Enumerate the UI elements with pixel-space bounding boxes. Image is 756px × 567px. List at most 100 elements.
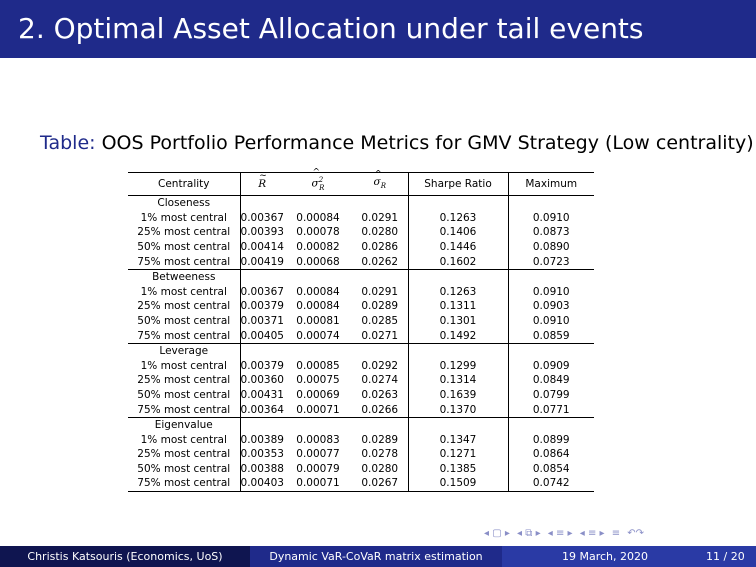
sigma-hat: ^ bbox=[374, 169, 383, 180]
table-cell: 0.00084 bbox=[296, 285, 340, 298]
beamer-navigation[interactable]: ◂ ▢ ▸ ◂ ⧉ ▸ ◂ ≡ ▸ ◂ ≡ ▸ ≡ ↶↷ bbox=[484, 528, 648, 542]
table-cell: 0.0267 bbox=[352, 476, 409, 492]
table-row: 25% most central 0.00393 0.00078 0.0280 0.14… bbox=[128, 225, 594, 240]
table-cell: 0.1301 bbox=[408, 313, 509, 329]
group-name: Leverage bbox=[128, 343, 241, 359]
table-cell: 0.0910 bbox=[532, 211, 570, 224]
table-cell: 0.0285 bbox=[352, 313, 409, 329]
table-cell: 0.1509 bbox=[408, 476, 509, 492]
table-cell-empty bbox=[508, 418, 594, 433]
sigma-sub: R bbox=[380, 181, 386, 190]
table-row: 1% most central 0.00379 0.00085 0.0292 0.129… bbox=[128, 358, 594, 374]
table-cell: 0.00084 bbox=[296, 300, 340, 313]
nav-menu-icon[interactable]: ≡ bbox=[611, 528, 621, 539]
table-cell: 75% most central bbox=[128, 402, 241, 418]
table-cell: 0.00367 bbox=[240, 211, 284, 224]
table-cell: 0.00379 bbox=[240, 300, 284, 313]
table-cell: 0.0890 bbox=[532, 240, 570, 253]
table-cell: 0.0854 bbox=[532, 462, 570, 475]
table-cell: 0.00084 bbox=[296, 211, 340, 224]
table-cell: 0.00074 bbox=[296, 329, 340, 342]
table-cell: 0.00082 bbox=[296, 240, 340, 253]
table-cell-empty bbox=[408, 269, 509, 285]
nav-subsection-icon[interactable]: ◂ ⧉ ▸ bbox=[517, 528, 541, 539]
footer-page-number: 11 / 20 bbox=[706, 550, 745, 563]
table-cell: 0.00367 bbox=[240, 285, 284, 298]
table-row: 75% most central 0.00419 0.00068 0.0262 0.16… bbox=[128, 254, 594, 270]
nav-section-icon[interactable]: ◂ ≡ ▸ bbox=[547, 528, 573, 539]
header-r-bar: ~ R bbox=[240, 171, 284, 197]
table-cell: 0.0873 bbox=[532, 226, 570, 239]
table-cell: 0.1639 bbox=[408, 387, 509, 403]
table-cell: 0.00388 bbox=[240, 462, 284, 475]
table-cell: 0.0278 bbox=[352, 447, 409, 462]
table-cell: 0.00405 bbox=[240, 329, 284, 342]
group-name-row: Betweeness bbox=[128, 269, 594, 285]
table-cell: 0.0286 bbox=[352, 239, 409, 255]
table-cell-empty bbox=[284, 344, 352, 359]
performance-table-wrapper: Centrality ~ R ^ σ2R ^ σR Sharpe Ratio Maxi… bbox=[128, 168, 594, 492]
table-cell: 0.0771 bbox=[532, 403, 570, 416]
table-cell: 0.1370 bbox=[408, 402, 509, 418]
table-cell-empty bbox=[240, 418, 284, 433]
table-cell: 75% most central bbox=[128, 328, 241, 344]
table-cell: 0.1406 bbox=[408, 225, 509, 240]
table-cell: 0.0864 bbox=[532, 448, 570, 461]
table-cell: 0.00371 bbox=[240, 314, 284, 327]
table-row: 1% most central 0.00367 0.00084 0.0291 0.126… bbox=[128, 210, 594, 226]
table-cell-empty bbox=[508, 196, 594, 211]
table-cell: 0.00419 bbox=[240, 255, 284, 268]
table-cell: 0.00069 bbox=[296, 388, 340, 401]
table-cell: 50% most central bbox=[128, 387, 241, 403]
table-group: Closeness 1% most central 0.00367 0.00084 0.… bbox=[128, 195, 594, 270]
table-cell: 0.1271 bbox=[408, 447, 509, 462]
table-cell: 0.00364 bbox=[240, 403, 284, 416]
table-row: 1% most central 0.00367 0.00084 0.0291 0.126… bbox=[128, 284, 594, 300]
sigma2-sup: 2 bbox=[318, 176, 324, 184]
table-cell-empty bbox=[284, 196, 352, 211]
table-cell: 0.1314 bbox=[408, 373, 509, 388]
table-cell: 0.00360 bbox=[240, 374, 284, 387]
group-name-row: Leverage bbox=[128, 343, 594, 359]
table-cell-empty bbox=[240, 270, 284, 285]
sigma2-hat: ^ bbox=[312, 168, 321, 178]
table-cell-empty bbox=[284, 270, 352, 285]
table-row: 75% most central 0.00405 0.00074 0.0271 0.14… bbox=[128, 328, 594, 344]
table-row: 50% most central 0.00371 0.00081 0.0285 0.13… bbox=[128, 313, 594, 329]
footer-talk-title: Dynamic VaR-CoVaR matrix estimation bbox=[250, 546, 502, 567]
table-cell: 0.1263 bbox=[408, 210, 509, 226]
r-symbol: R bbox=[258, 177, 267, 190]
table-cell: 0.00083 bbox=[296, 433, 340, 446]
table-cell: 0.1446 bbox=[408, 239, 509, 255]
table-cell: 1% most central bbox=[128, 358, 241, 374]
table-cell: 0.0859 bbox=[532, 329, 570, 342]
table-cell: 0.1385 bbox=[408, 461, 509, 477]
header-centrality: Centrality bbox=[128, 171, 241, 197]
table-group: Leverage 1% most central 0.00379 0.00085 0.0… bbox=[128, 343, 594, 418]
table-cell: 0.00071 bbox=[296, 477, 340, 490]
table-row: 75% most central 0.00364 0.00071 0.0266 0.13… bbox=[128, 402, 594, 418]
table-row: 50% most central 0.00414 0.00082 0.0286 0.14… bbox=[128, 239, 594, 255]
table-row: 25% most central 0.00353 0.00077 0.0278 0.12… bbox=[128, 447, 594, 462]
table-cell-empty bbox=[508, 270, 594, 285]
table-cell-empty bbox=[508, 344, 594, 359]
table-cell: 0.00085 bbox=[296, 359, 340, 372]
table-cell: 50% most central bbox=[128, 313, 241, 329]
table-cell: 0.0292 bbox=[352, 358, 409, 374]
table-cell: 25% most central bbox=[128, 225, 241, 240]
table-cell: 0.0266 bbox=[352, 402, 409, 418]
table-cell: 0.0274 bbox=[352, 373, 409, 388]
table-cell-empty bbox=[352, 417, 409, 433]
group-name-row: Eigenvalue bbox=[128, 417, 594, 433]
nav-document-icon[interactable]: ◂ ≡ ▸ bbox=[579, 528, 605, 539]
nav-undo-redo-icon[interactable]: ↶↷ bbox=[627, 528, 645, 539]
table-cell: 25% most central bbox=[128, 373, 241, 388]
table-cell: 0.0263 bbox=[352, 387, 409, 403]
table-cell: 25% most central bbox=[128, 299, 241, 314]
table-cell: 0.00071 bbox=[296, 403, 340, 416]
sigma-symbol: σ bbox=[373, 175, 381, 188]
table-cell: 0.00078 bbox=[296, 226, 340, 239]
table-cell: 1% most central bbox=[128, 432, 241, 448]
nav-frame-icon[interactable]: ◂ ▢ ▸ bbox=[484, 528, 510, 539]
table-cell: 0.00431 bbox=[240, 388, 284, 401]
